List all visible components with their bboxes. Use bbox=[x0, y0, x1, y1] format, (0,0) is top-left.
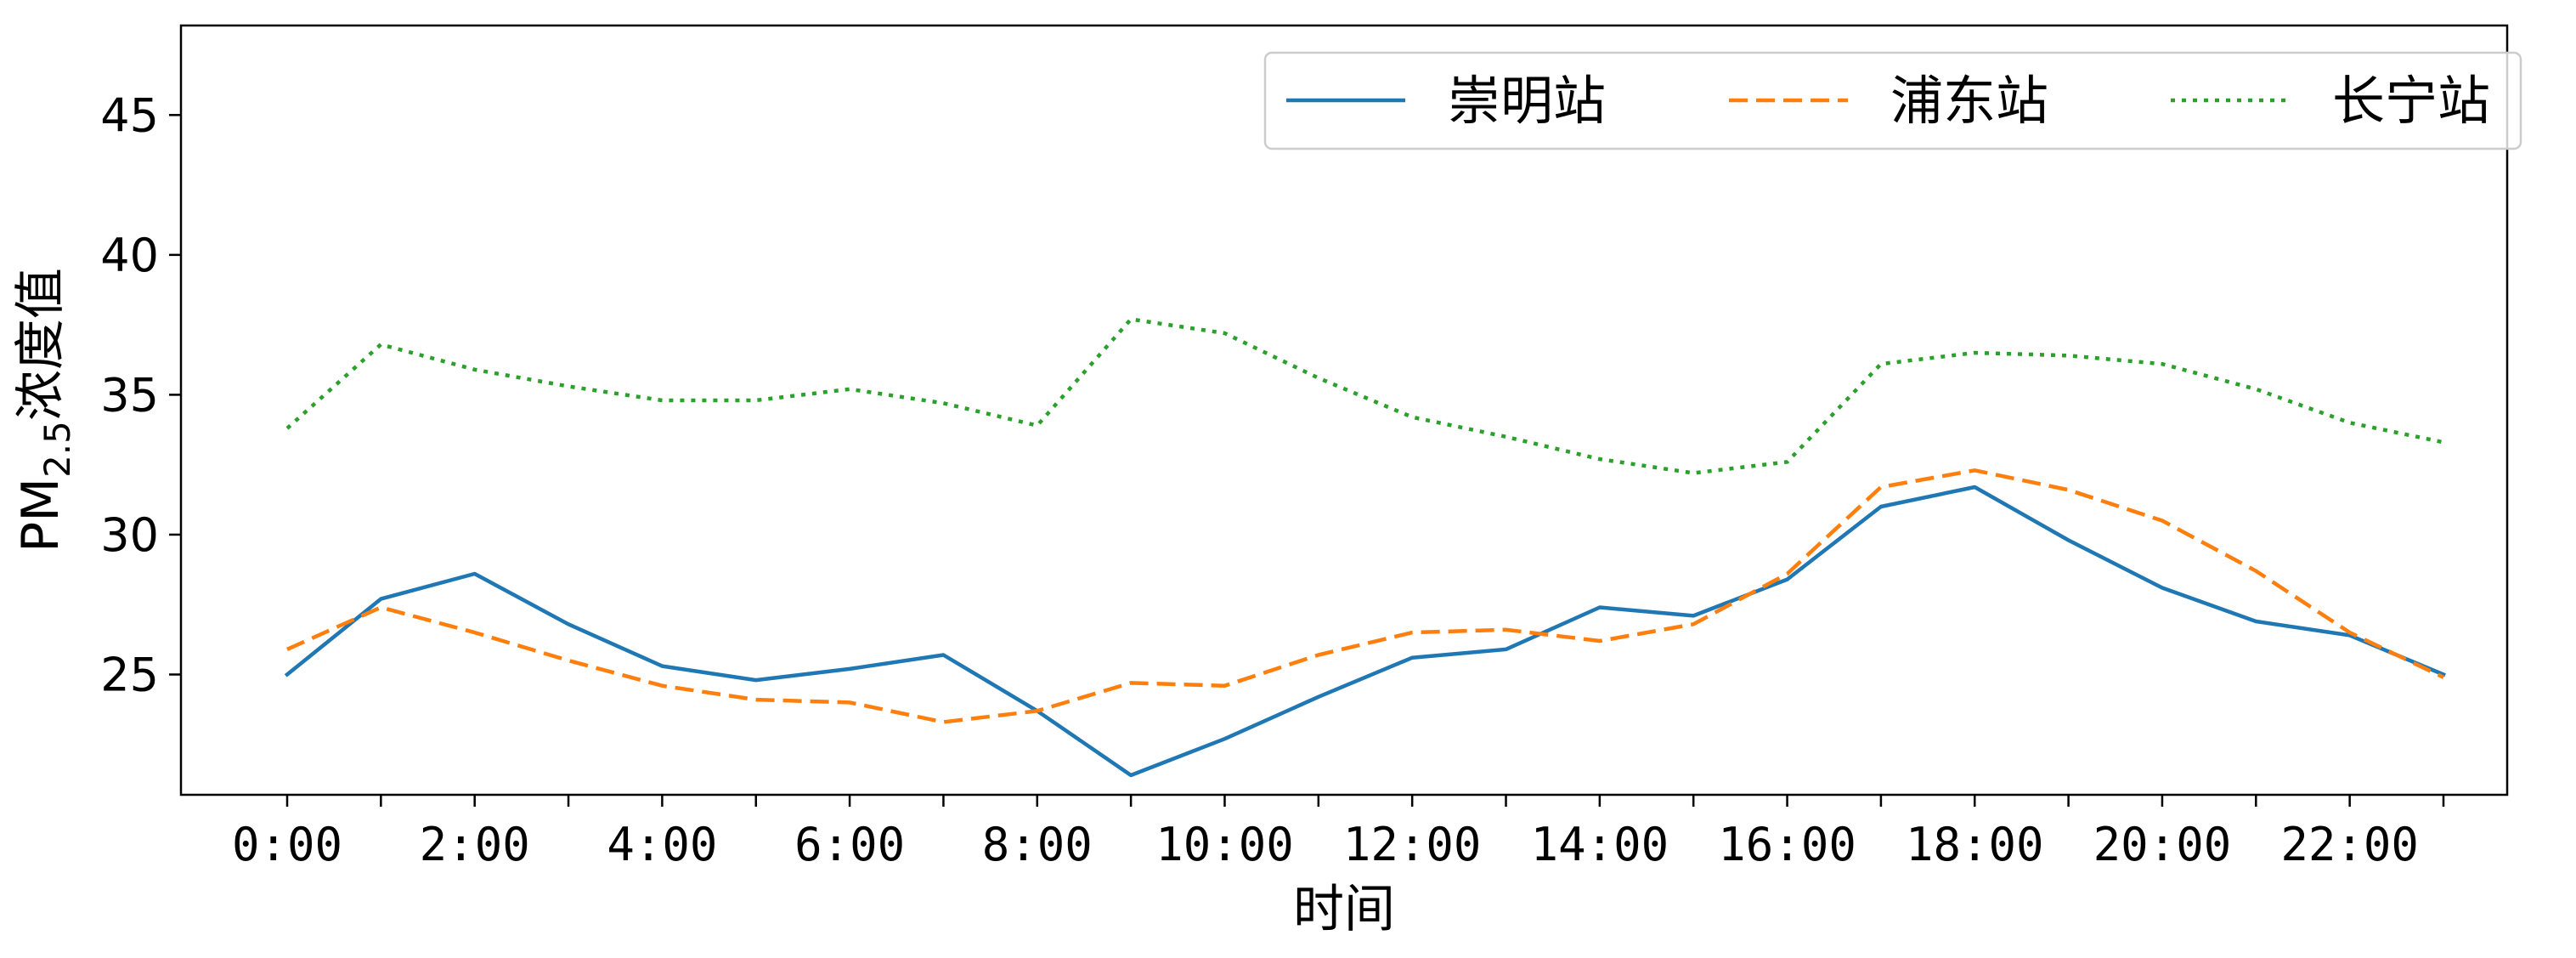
y-tick-label: 25 bbox=[100, 648, 159, 701]
legend-label-2: 浦东站 bbox=[1890, 70, 2048, 132]
plot-frame bbox=[179, 24, 2509, 796]
x-tick-label: 12:00 bbox=[1343, 818, 1482, 871]
x-tick-label: 2:00 bbox=[420, 818, 530, 871]
y-axis-label-main: PM bbox=[11, 478, 71, 553]
y-axis-label: PM2.5浓度值 bbox=[11, 268, 78, 553]
y-tick-label: 35 bbox=[100, 368, 159, 422]
x-tick-label: 0:00 bbox=[232, 818, 342, 871]
x-tick-label: 18:00 bbox=[1906, 818, 2044, 871]
y-tick-label: 40 bbox=[100, 229, 159, 282]
x-axis-label: 时间 bbox=[1293, 880, 1395, 939]
y-tick-label: 30 bbox=[100, 508, 159, 562]
y-axis-label-subscript: 2.5 bbox=[37, 421, 78, 478]
x-tick-label: 6:00 bbox=[794, 818, 905, 871]
legend-label-3: 长宁站 bbox=[2332, 70, 2490, 132]
y-tick-label: 45 bbox=[100, 88, 159, 142]
series-line-3 bbox=[285, 317, 2444, 475]
x-axis: 0:00 2:00 4:00 6:00 8:00 10:00 12:00 14:00 16:00… bbox=[232, 795, 2445, 871]
x-tick-label: 20:00 bbox=[2093, 818, 2232, 871]
y-axis: 25 30 35 40 45 bbox=[100, 88, 181, 701]
legend-box bbox=[1263, 51, 2522, 150]
y-axis-label-suffix: 浓度值 bbox=[11, 268, 71, 421]
series-line-2 bbox=[286, 468, 2444, 724]
legend-label-1: 崇明站 bbox=[1448, 70, 1606, 132]
x-tick-label: 16:00 bbox=[1718, 818, 1856, 871]
x-tick-label: 14:00 bbox=[1531, 818, 1669, 871]
x-tick-label: 22:00 bbox=[2280, 818, 2419, 871]
x-tick-label: 10:00 bbox=[1155, 818, 1294, 871]
x-tick-label: 8:00 bbox=[982, 818, 1093, 871]
series-line-1 bbox=[284, 485, 2446, 778]
series-layer bbox=[284, 317, 2446, 778]
x-tick-label: 4:00 bbox=[607, 818, 717, 871]
legend: 崇明站 浦东站 长宁站 bbox=[1263, 51, 2522, 150]
